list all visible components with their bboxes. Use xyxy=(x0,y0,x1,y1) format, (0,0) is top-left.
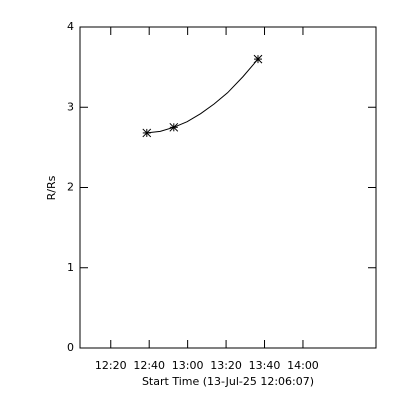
y-tick-label: 0 xyxy=(67,341,74,354)
asterisk-stroke xyxy=(169,122,179,132)
x-tick-label: 12:40 xyxy=(133,359,165,372)
x-tick-label: 13:40 xyxy=(249,359,281,372)
x-tick-label: 13:00 xyxy=(172,359,204,372)
y-axis-title: R/Rs xyxy=(45,175,58,200)
x-tick-label: 14:00 xyxy=(287,359,319,372)
plot-frame xyxy=(79,26,377,349)
y-tick-label: 3 xyxy=(67,100,74,113)
x-tick-label: 12:20 xyxy=(95,359,127,372)
x-tick-label: 13:20 xyxy=(210,359,242,372)
asterisk-point xyxy=(253,54,263,64)
y-tick-label: 1 xyxy=(67,261,74,274)
asterisk-point xyxy=(169,122,179,132)
y-tick-label: 2 xyxy=(67,181,74,194)
fit-curve xyxy=(146,58,259,134)
asterisk-stroke xyxy=(142,128,152,138)
x-axis-title: Start Time (13-Jul-25 12:06:07) xyxy=(142,375,314,388)
asterisk-stroke xyxy=(253,54,263,64)
asterisk-point xyxy=(142,128,152,138)
y-tick-label: 4 xyxy=(67,20,74,33)
